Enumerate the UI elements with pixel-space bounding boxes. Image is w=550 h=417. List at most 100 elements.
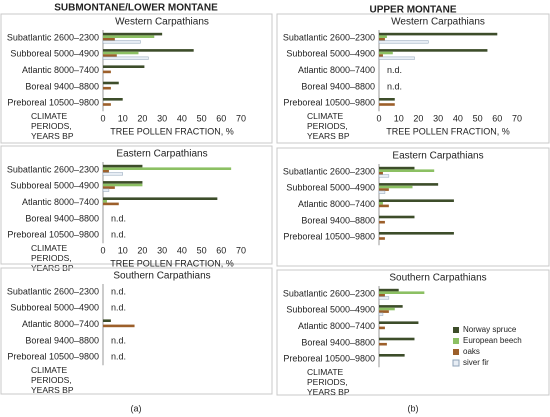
category-label: Atlantic 8000–7400 bbox=[298, 199, 375, 209]
category-label: Subboreal 5000–4900 bbox=[10, 181, 99, 191]
bar bbox=[379, 310, 389, 313]
bar bbox=[378, 296, 390, 300]
category-label: Preboreal 10500–9800 bbox=[7, 230, 99, 240]
x-tick-label: 40 bbox=[453, 114, 463, 124]
bar bbox=[379, 337, 415, 341]
x-tick-label: 50 bbox=[473, 114, 483, 124]
category-label: Preboreal 10500–9800 bbox=[7, 352, 99, 362]
bar bbox=[379, 98, 395, 101]
bar bbox=[103, 51, 139, 55]
x-tick-label: 60 bbox=[216, 114, 226, 124]
bar bbox=[103, 103, 111, 106]
annotation: n.d. bbox=[111, 213, 126, 223]
y-axis-label-text: CLIMATE PERIODS, YEARS BP bbox=[31, 243, 74, 274]
bar bbox=[378, 312, 384, 316]
category-label: Subboreal 5000–4900 bbox=[286, 305, 375, 315]
bar bbox=[379, 185, 413, 189]
y-axis-label-text: CLIMATE PERIODS, YEARS BP bbox=[31, 111, 74, 142]
bar bbox=[103, 164, 143, 168]
bar bbox=[103, 200, 107, 203]
bar bbox=[379, 166, 415, 170]
x-tick-label: 40 bbox=[177, 114, 187, 124]
panel-title: Western Carpathians bbox=[391, 17, 485, 28]
legend-label: Norway spruce bbox=[463, 325, 517, 334]
legend-label: oaks bbox=[463, 347, 480, 356]
bar bbox=[378, 174, 390, 178]
bar bbox=[103, 167, 232, 170]
x-tick-label: 50 bbox=[197, 114, 207, 124]
bar bbox=[103, 81, 119, 85]
bar bbox=[103, 186, 115, 189]
annotation: n.d. bbox=[111, 286, 126, 296]
panel-frame bbox=[276, 269, 550, 396]
annotation: n.d. bbox=[111, 303, 126, 313]
panel-frame bbox=[0, 13, 273, 144]
category-label: Subatlantic 2600–2300 bbox=[7, 164, 99, 174]
category-label: Boreal 9400–8800 bbox=[25, 81, 99, 91]
bar bbox=[379, 288, 399, 292]
x-tick-label: 40 bbox=[177, 246, 187, 256]
category-label: Atlantic 8000–7400 bbox=[22, 197, 99, 207]
bar bbox=[103, 65, 145, 68]
category-label: Boreal 9400–8800 bbox=[301, 81, 375, 91]
y-axis-label-text: CLIMATE PERIODS, YEARS BP bbox=[307, 367, 350, 398]
x-tick-label: 30 bbox=[157, 246, 167, 256]
category-label: Subatlantic 2600–2300 bbox=[283, 288, 375, 298]
category-label: Boreal 9400–8800 bbox=[25, 335, 99, 345]
x-axis-label: TREE POLLEN FRACTION, % bbox=[110, 127, 234, 137]
bar bbox=[103, 49, 194, 52]
x-axis-label: TREE POLLEN FRACTION, % bbox=[110, 259, 234, 269]
bar bbox=[379, 204, 389, 208]
bar bbox=[379, 51, 393, 55]
category-label: Subboreal 5000–4900 bbox=[10, 49, 99, 59]
bar bbox=[379, 321, 419, 324]
bar bbox=[103, 32, 163, 36]
bar bbox=[103, 170, 109, 173]
panel-title: Southern Carpathians bbox=[389, 273, 486, 284]
y-axis-label: CLIMATE PERIODS, YEARS BP bbox=[31, 365, 74, 396]
bar bbox=[103, 38, 115, 41]
bar bbox=[103, 181, 143, 184]
category-label: Boreal 9400–8800 bbox=[301, 337, 375, 347]
annotation: n.d. bbox=[111, 230, 126, 240]
x-tick-label: 10 bbox=[394, 114, 404, 124]
x-tick-label: 0 bbox=[100, 114, 105, 124]
bar bbox=[379, 32, 498, 36]
bar bbox=[103, 319, 111, 322]
y-axis-label-text: CLIMATE PERIODS, YEARS BP bbox=[31, 365, 74, 396]
bar bbox=[379, 305, 403, 308]
column-heading: UPPER MONTANE bbox=[369, 5, 456, 16]
category-label: Subatlantic 2600–2300 bbox=[7, 32, 99, 42]
y-axis-label: CLIMATE PERIODS, YEARS BP bbox=[307, 111, 350, 141]
legend-label: siver fir bbox=[463, 358, 489, 367]
category-label: Subboreal 5000–4900 bbox=[10, 303, 99, 313]
bar bbox=[103, 86, 111, 90]
bar bbox=[379, 35, 387, 38]
x-tick-label: 50 bbox=[197, 246, 207, 256]
x-tick-label: 60 bbox=[492, 114, 502, 124]
legend-swatch bbox=[453, 327, 459, 333]
bar bbox=[379, 49, 488, 52]
category-label: Preboreal 10500–9800 bbox=[283, 232, 375, 242]
category-label: Subatlantic 2600–2300 bbox=[283, 32, 375, 42]
bar bbox=[379, 342, 387, 346]
category-label: Boreal 9400–8800 bbox=[25, 213, 99, 223]
panel-label: (a) bbox=[131, 403, 142, 413]
annotation: n.d. bbox=[111, 352, 126, 362]
bar bbox=[102, 56, 149, 60]
bar bbox=[379, 188, 389, 191]
panel-frame bbox=[0, 145, 273, 265]
x-tick-label: 20 bbox=[137, 246, 147, 256]
bar bbox=[378, 190, 386, 194]
panel-frame bbox=[276, 13, 550, 144]
panel-title: Eastern Carpathians bbox=[392, 151, 483, 162]
x-tick-label: 30 bbox=[433, 114, 443, 124]
bar bbox=[103, 197, 218, 200]
bar bbox=[379, 172, 383, 175]
panel-frame bbox=[276, 147, 550, 267]
annotation: n.d. bbox=[387, 81, 402, 91]
bar bbox=[103, 70, 111, 74]
category-label: Subboreal 5000–4900 bbox=[286, 183, 375, 193]
bar bbox=[103, 202, 119, 206]
